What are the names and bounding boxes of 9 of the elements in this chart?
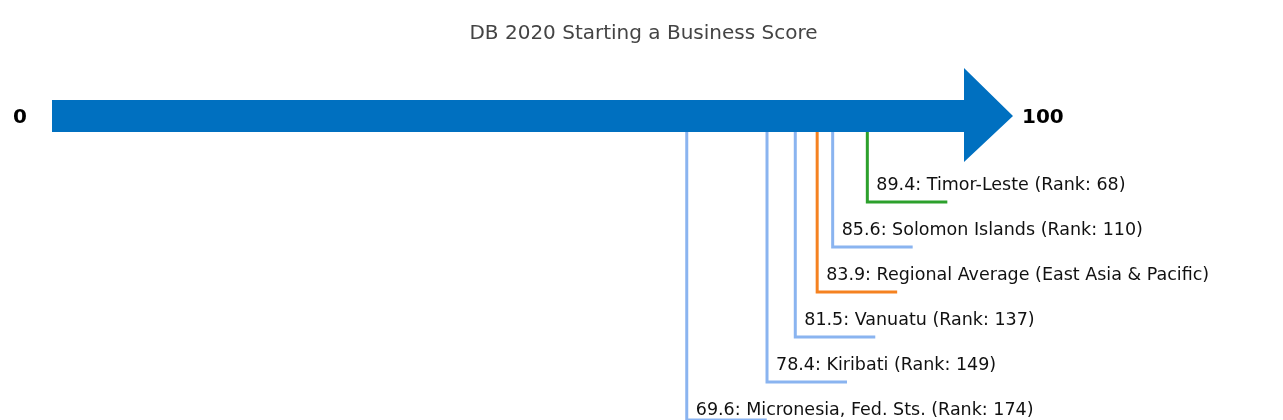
- data-label: 69.6: Micronesia, Fed. Sts. (Rank: 174): [695, 399, 1034, 419]
- data-label: 83.9: Regional Average (East Asia & Pacific): [826, 264, 1210, 284]
- data-label: 89.4: Timor-Leste (Rank: 68): [876, 174, 1126, 194]
- data-label: 81.5: Vanuatu (Rank: 137): [804, 309, 1035, 329]
- data-label: 78.4: Kiribati (Rank: 149): [776, 354, 997, 374]
- data-label: 85.6: Solomon Islands (Rank: 110): [841, 219, 1143, 239]
- text: 100: [1022, 104, 1064, 128]
- text: 0: [13, 104, 27, 128]
- text: DB 2020 Starting a Business Score: [469, 20, 818, 44]
